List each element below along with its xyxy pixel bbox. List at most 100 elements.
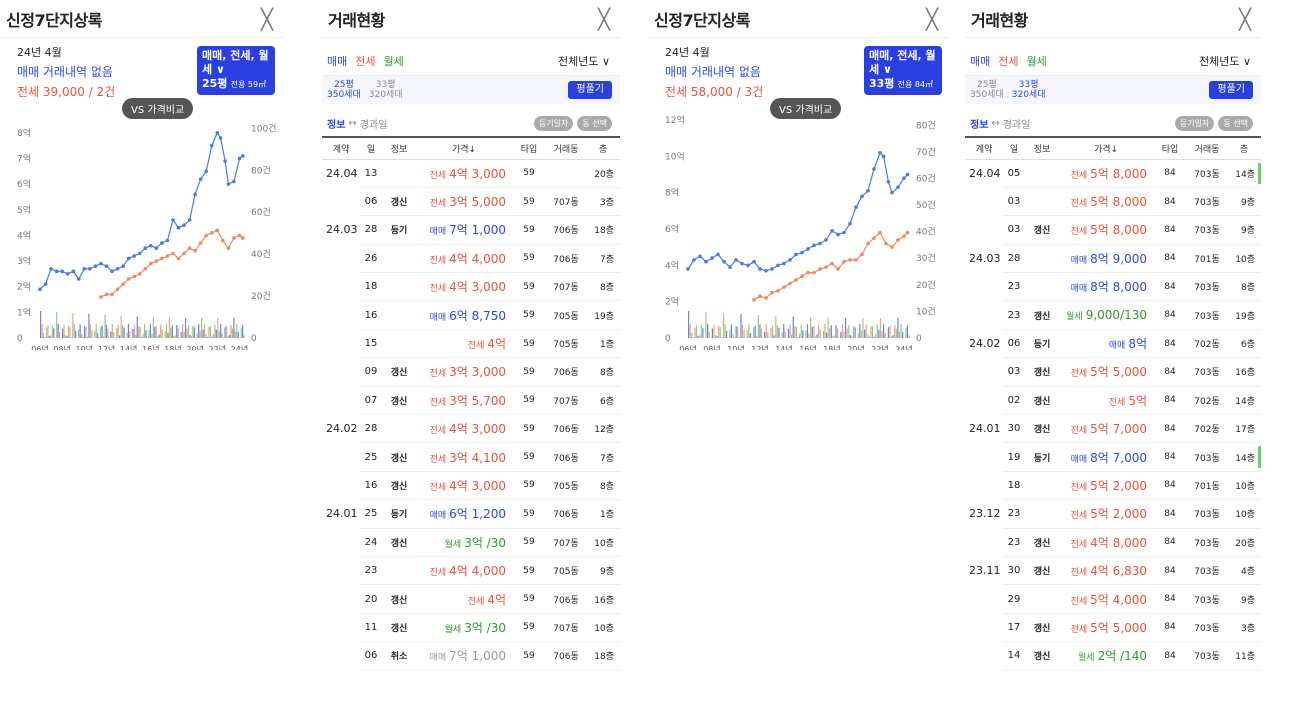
tab-wolse[interactable]: 월세 — [1026, 54, 1047, 68]
year-filter-dropdown[interactable]: 전체년도 ∨ — [557, 54, 610, 68]
table-row[interactable]: 16 매매 6억 8,750 59 705동 19층 — [322, 300, 620, 330]
vs-compare-button[interactable]: VS 가격비교 — [770, 98, 842, 119]
data-point — [878, 150, 882, 155]
table-row[interactable]: 06 갱신 전세 3억 5,000 59 707동 3층 — [322, 187, 620, 217]
data-point — [776, 288, 780, 293]
table-row[interactable]: 19 등기 매매 8억 7,000 84 703동 14층 — [965, 442, 1261, 472]
volume-bar — [878, 329, 880, 338]
volume-bar — [760, 328, 763, 338]
table-row[interactable]: 25 갱신 전세 3억 4,100 59 706동 7층 — [322, 442, 620, 472]
table-row[interactable]: 26 전세 4억 4,000 59 706동 7층 — [322, 244, 620, 274]
building: 703동 — [1187, 442, 1227, 472]
area-option-25[interactable]: 25평 350세대 — [327, 80, 361, 100]
vs-compare-button[interactable]: VS 가격비교 — [122, 98, 194, 119]
price-value: 4억 4,000 — [449, 251, 506, 266]
column-header[interactable]: 가격↓ — [416, 136, 512, 160]
info-toggle-link[interactable]: 정보 — [327, 119, 346, 131]
data-point — [824, 238, 828, 242]
area-selector: 25평 350세대 33평 320세대 평풀기 — [965, 76, 1261, 104]
building: 703동 — [1187, 187, 1227, 217]
trade-price: 전세 5억 7,000 — [1059, 414, 1153, 444]
table-row[interactable]: 06 취소 매매 7억 1,000 59 706동 18층 — [322, 641, 620, 671]
trade-kind: 전세 — [1070, 511, 1088, 522]
table-row[interactable]: 24.04 13 전세 4억 3,000 59 20층 — [322, 159, 620, 188]
table-row[interactable]: 14 갱신 월세 2억 /140 84 703동 11층 — [965, 641, 1261, 671]
table-row[interactable]: 03 갱신 전세 5억 8,000 84 703동 9층 — [965, 215, 1261, 245]
unit-type: 59 — [512, 641, 546, 671]
table-row[interactable]: 24.01 25 등기 매매 6억 1,200 59 706동 1층 — [322, 499, 620, 529]
area-option-33[interactable]: 33평 320세대 — [1012, 80, 1046, 100]
table-row[interactable]: 23.11 30 갱신 전세 4억 6,830 84 703동 4층 — [965, 556, 1261, 586]
table-row[interactable]: 23.12 23 전세 5억 2,000 84 703동 10층 — [965, 499, 1261, 529]
registry-date-chip[interactable]: 등기일자 — [533, 115, 574, 131]
table-row[interactable]: 07 갱신 전세 3억 5,700 59 707동 6층 — [322, 386, 620, 416]
column-header[interactable]: 가격↓ — [1059, 136, 1153, 160]
contract-day: 29 — [1003, 584, 1025, 614]
table-row[interactable]: 23 갱신 전세 4억 8,000 84 703동 20층 — [965, 528, 1261, 557]
trade-price: 전세 4억 — [416, 329, 512, 359]
table-row[interactable]: 24.02 06 등기 매매 8억 84 702동 6층 — [965, 329, 1261, 359]
trade-price: 전세 4억 6,830 — [1059, 556, 1153, 586]
table-row[interactable]: 29 전세 5억 4,000 84 703동 9층 — [965, 584, 1261, 614]
table-row[interactable]: 23 매매 8억 8,000 84 703동 8층 — [965, 272, 1261, 302]
trade-kind: 전세 — [1070, 199, 1088, 210]
table-row[interactable]: 03 갱신 전세 5억 5,000 84 703동 16층 — [965, 357, 1261, 387]
table-row[interactable]: 24.03 28 매매 8억 9,000 84 701동 10층 — [965, 244, 1261, 274]
data-point — [240, 236, 245, 240]
table-row[interactable]: 11 갱신 월세 3억 /30 59 707동 10층 — [322, 613, 620, 643]
y-tick-label: 8억 — [17, 127, 31, 139]
table-row[interactable]: 24.01 30 갱신 전세 5억 7,000 84 702동 17층 — [965, 414, 1261, 444]
table-row[interactable]: 20 갱신 전세 4억 59 706동 16층 — [322, 584, 620, 614]
table-row[interactable]: 18 전세 4억 3,000 59 707동 8층 — [322, 272, 620, 302]
volume-bar — [41, 324, 43, 338]
tab-sale[interactable]: 매매 — [970, 54, 991, 68]
data-point — [143, 246, 148, 251]
data-point — [818, 267, 822, 271]
registry-date-chip[interactable]: 등기일자 — [1174, 115, 1215, 131]
table-row[interactable]: 24.02 28 전세 4억 3,000 59 706동 12층 — [322, 414, 620, 444]
elapsed-days-label[interactable]: 경과일 — [359, 119, 388, 131]
volume-bar — [726, 330, 728, 338]
volume-bar — [898, 331, 901, 338]
volume-bar — [56, 312, 58, 338]
tab-jeonse[interactable]: 전세 — [998, 54, 1019, 68]
data-point — [728, 265, 732, 269]
trade-panel: 거래현황 ╳ 매매 전세 월세 전체년도 ∨ 25평 350세대 33평 320세대… — [322, 0, 620, 701]
year-filter-dropdown[interactable]: 전체년도 ∨ — [1198, 54, 1251, 68]
table-row[interactable]: 02 갱신 전세 5억 84 702동 14층 — [965, 386, 1261, 416]
table-row[interactable]: 24.04 05 전세 5억 8,000 84 703동 14층 — [965, 159, 1261, 188]
trade-price: 전세 5억 2,000 — [1059, 499, 1153, 529]
trade-type-filter-button[interactable]: 매매, 전세, 월세 ∨ 25평 전용 59㎡ — [197, 46, 275, 95]
swap-icon: ↔ — [991, 117, 1000, 129]
table-row[interactable]: 24 갱신 월세 3억 /30 59 707동 10층 — [322, 528, 620, 557]
table-row[interactable]: 23 전세 4억 4,000 59 705동 9층 — [322, 556, 620, 586]
table-row[interactable]: 03 전세 5억 8,000 84 703동 9층 — [965, 187, 1261, 217]
close-icon[interactable]: ╳ — [260, 6, 273, 31]
month-label: 24년 4월 — [17, 46, 62, 59]
tab-sale[interactable]: 매매 — [327, 54, 348, 68]
volume-bar — [876, 324, 878, 338]
pyeong-toggle-button[interactable]: 평풀기 — [1209, 81, 1253, 99]
table-row[interactable]: 16 갱신 전세 4억 3,000 59 705동 8층 — [322, 471, 620, 501]
data-point — [710, 256, 714, 260]
table-row[interactable]: 18 전세 5억 2,000 84 701동 10층 — [965, 471, 1261, 501]
building-select-chip[interactable]: 동 선택 — [1218, 115, 1253, 131]
tab-jeonse[interactable]: 전세 — [355, 54, 376, 68]
close-icon[interactable]: ╳ — [1238, 6, 1251, 31]
elapsed-days-label[interactable]: 경과일 — [1002, 119, 1031, 131]
area-option-25[interactable]: 25평 350세대 — [970, 80, 1004, 100]
area-option-33[interactable]: 33평 320세대 — [369, 80, 403, 100]
table-row[interactable]: 24.03 28 등기 매매 7억 1,000 59 706동 18층 — [322, 215, 620, 245]
building-select-chip[interactable]: 동 선택 — [577, 115, 612, 131]
info-toggle-link[interactable]: 정보 — [970, 119, 989, 131]
pyeong-toggle-button[interactable]: 평풀기 — [568, 81, 612, 99]
tab-wolse[interactable]: 월세 — [383, 54, 404, 68]
table-row[interactable]: 09 갱신 전세 3억 3,000 59 706동 8층 — [322, 357, 620, 387]
close-icon[interactable]: ╳ — [597, 6, 610, 31]
table-row[interactable]: 15 전세 4억 59 705동 1층 — [322, 329, 620, 359]
close-icon[interactable]: ╳ — [925, 6, 938, 31]
trade-info: 갱신 — [382, 613, 416, 643]
trade-type-filter-button[interactable]: 매매, 전세, 월세 ∨ 33평 전용 84㎡ — [864, 46, 942, 95]
table-row[interactable]: 17 갱신 전세 5억 5,000 84 703동 3층 — [965, 613, 1261, 643]
table-row[interactable]: 23 갱신 월세 9,000/130 84 703동 19층 — [965, 300, 1261, 330]
